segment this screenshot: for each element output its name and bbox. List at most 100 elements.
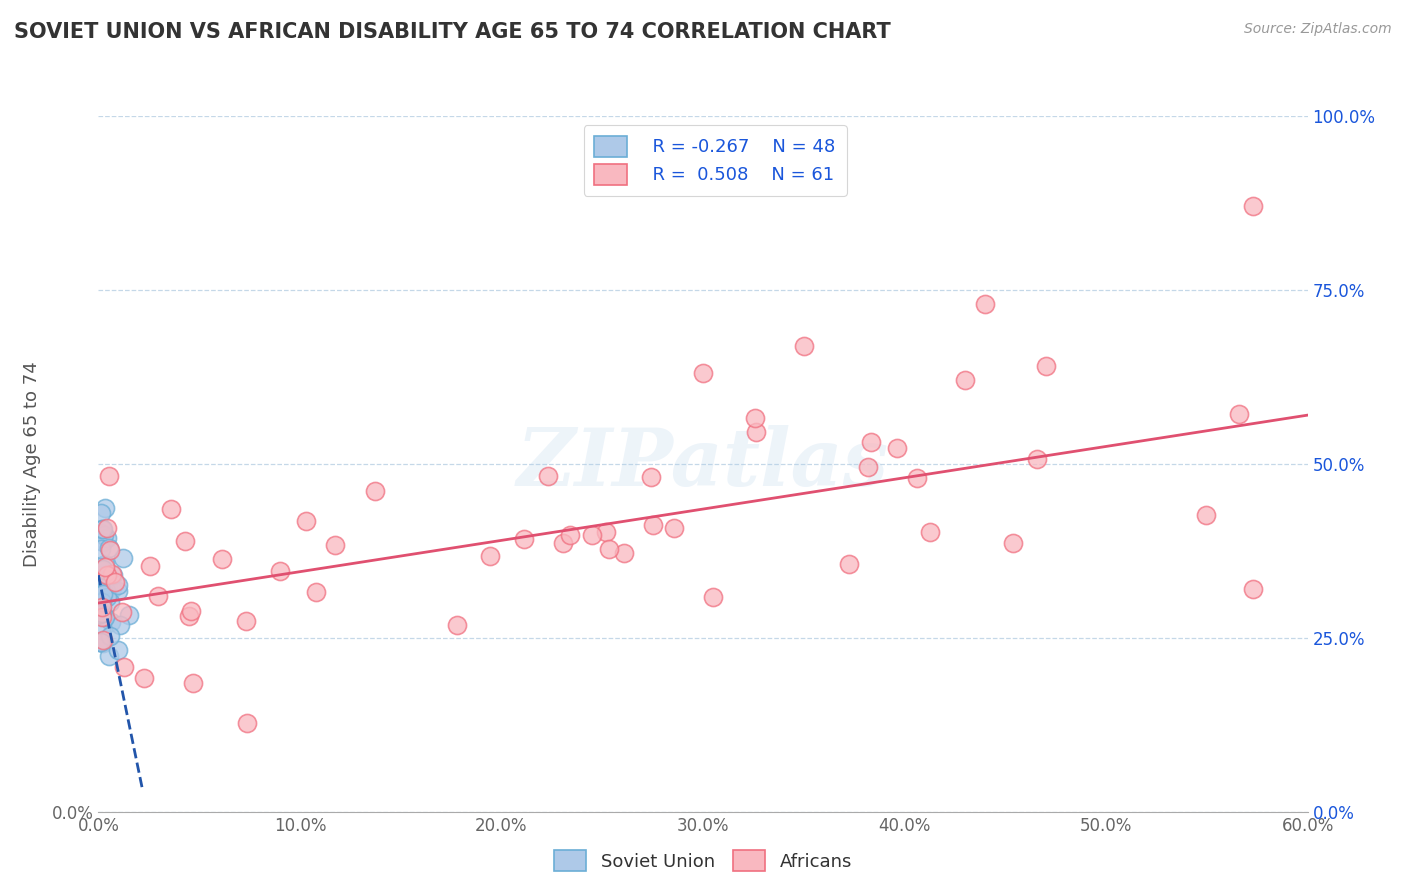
- Point: [793, 338, 815, 352]
- Point: [446, 618, 468, 632]
- Point: [91, 562, 114, 576]
- Legend: Soviet Union, Africans: Soviet Union, Africans: [547, 843, 859, 879]
- Legend:   R = -0.267    N = 48,   R =  0.508    N = 61: R = -0.267 N = 48, R = 0.508 N = 61: [583, 125, 846, 195]
- Point: [94, 610, 117, 624]
- Point: [100, 582, 122, 596]
- Point: [111, 550, 134, 565]
- Point: [89, 567, 111, 582]
- Point: [91, 522, 114, 536]
- Point: [91, 522, 114, 536]
- Point: [90, 635, 112, 649]
- Point: [643, 518, 665, 533]
- Point: [107, 584, 129, 599]
- Point: [211, 551, 233, 566]
- Point: [91, 633, 114, 648]
- Point: [269, 564, 291, 578]
- Point: [91, 535, 114, 549]
- Point: [1025, 451, 1047, 466]
- Point: [91, 635, 114, 649]
- Point: [364, 484, 387, 499]
- Point: [91, 610, 114, 624]
- Point: [89, 574, 111, 589]
- Point: [97, 581, 120, 595]
- Point: [96, 521, 118, 535]
- Point: [104, 574, 127, 589]
- Point: [860, 434, 883, 449]
- Point: [613, 546, 636, 560]
- Point: [1241, 199, 1264, 213]
- Point: [97, 541, 120, 555]
- Point: [1241, 582, 1264, 596]
- Point: [97, 469, 120, 483]
- Point: [94, 584, 117, 599]
- Point: [953, 373, 976, 387]
- Point: [96, 567, 118, 582]
- Point: [479, 549, 502, 563]
- Point: [886, 442, 908, 456]
- Point: [177, 608, 200, 623]
- Point: [1035, 359, 1057, 374]
- Point: [90, 607, 112, 621]
- Point: [1227, 407, 1250, 421]
- Point: [918, 524, 941, 539]
- Point: [160, 502, 183, 516]
- Point: [96, 590, 118, 604]
- Point: [91, 579, 114, 593]
- Point: [692, 367, 714, 381]
- Point: [90, 623, 112, 637]
- Point: [905, 470, 928, 484]
- Point: [107, 578, 129, 592]
- Point: [87, 587, 110, 601]
- Point: [100, 566, 122, 581]
- Point: [744, 410, 766, 425]
- Point: [90, 526, 112, 541]
- Point: [236, 716, 259, 731]
- Point: [91, 600, 114, 615]
- Point: [98, 543, 121, 558]
- Point: [91, 563, 114, 577]
- Point: [838, 557, 860, 571]
- Point: [100, 615, 122, 630]
- Point: [93, 568, 115, 582]
- Point: [97, 648, 120, 663]
- Point: [235, 614, 257, 628]
- Point: [595, 524, 617, 539]
- Point: [513, 533, 536, 547]
- Point: [93, 587, 115, 601]
- Point: [581, 528, 603, 542]
- Point: [94, 558, 117, 572]
- Point: [91, 595, 114, 609]
- Point: [98, 595, 121, 609]
- Point: [98, 628, 121, 642]
- Point: [702, 591, 724, 605]
- Point: [90, 541, 112, 556]
- Text: ZIPatlas: ZIPatlas: [517, 425, 889, 502]
- Point: [551, 536, 574, 550]
- Point: [537, 469, 560, 483]
- Point: [640, 469, 662, 483]
- Point: [90, 585, 112, 599]
- Point: [974, 297, 997, 311]
- Point: [93, 587, 115, 601]
- Point: [93, 569, 115, 583]
- Point: [325, 538, 347, 552]
- Point: [87, 580, 110, 594]
- Y-axis label: Disability Age 65 to 74: Disability Age 65 to 74: [22, 361, 41, 566]
- Point: [1002, 536, 1025, 550]
- Point: [112, 660, 135, 674]
- Text: SOVIET UNION VS AFRICAN DISABILITY AGE 65 TO 74 CORRELATION CHART: SOVIET UNION VS AFRICAN DISABILITY AGE 6…: [14, 22, 891, 42]
- Point: [139, 559, 162, 574]
- Point: [134, 671, 156, 685]
- Point: [295, 515, 318, 529]
- Point: [1195, 508, 1218, 522]
- Point: [90, 506, 112, 520]
- Point: [856, 459, 879, 474]
- Point: [107, 643, 129, 657]
- Point: [664, 521, 686, 535]
- Point: [560, 528, 582, 542]
- Point: [93, 500, 115, 515]
- Point: [89, 607, 111, 621]
- Point: [598, 541, 620, 556]
- Point: [108, 618, 131, 632]
- Point: [146, 589, 169, 603]
